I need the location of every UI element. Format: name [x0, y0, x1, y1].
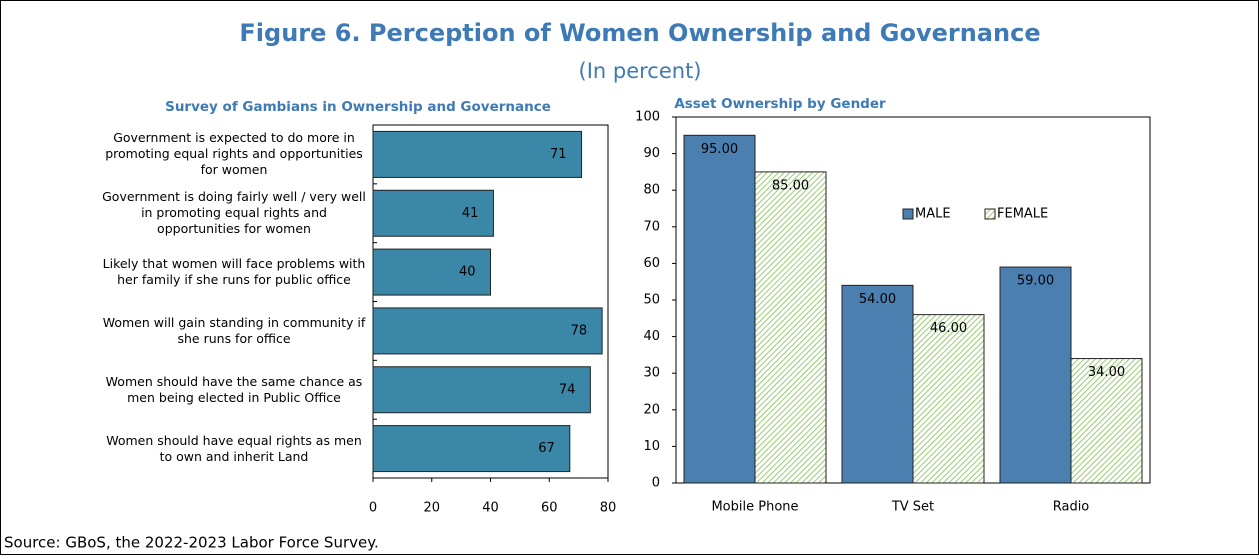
y-tick-label: Government is doing fairly well / very w… [102, 189, 366, 237]
value-label: 54.00 [859, 292, 896, 307]
category-label: Women should have the same chance as men… [105, 373, 363, 405]
x-tick-label: Radio [1053, 500, 1090, 515]
bar [372, 130, 583, 178]
bar [372, 307, 603, 355]
x-tick-label: 80 [600, 501, 617, 516]
y-tick-label: 20 [643, 402, 660, 417]
y-tick-label: 10 [643, 439, 660, 454]
category-label: Government is doing fairly well / very w… [102, 189, 366, 237]
legend-label: FEMALE [997, 207, 1048, 222]
legend-swatch [902, 208, 914, 220]
value-label: 34.00 [1088, 365, 1125, 380]
value-label: 41 [462, 206, 479, 221]
y-tick-label: 60 [643, 256, 660, 271]
bar [372, 366, 591, 414]
bar [372, 248, 491, 296]
value-label: 67 [538, 441, 555, 456]
category-label: Women will gain standing in community if… [102, 314, 366, 346]
value-label: 78 [571, 323, 588, 338]
value-label: 74 [559, 382, 576, 397]
x-tick-label: 0 [369, 501, 377, 516]
y-tick-label: Likely that women will face problems wit… [102, 256, 366, 288]
bar [841, 284, 914, 484]
value-label: 85.00 [772, 178, 809, 193]
value-label: 95.00 [701, 142, 738, 157]
y-tick-label: 90 [643, 146, 660, 161]
y-tick-label: Women will gain standing in community if… [102, 314, 366, 346]
x-tick-label: TV Set [891, 500, 934, 515]
x-tick-label: Mobile Phone [711, 500, 798, 515]
legend-label: MALE [915, 207, 951, 222]
x-tick-label: 40 [482, 501, 499, 516]
figure-subtitle: (In percent) [579, 59, 702, 83]
y-tick-label: 30 [643, 366, 660, 381]
x-tick-label: 20 [423, 501, 440, 516]
bar [372, 425, 571, 473]
y-tick-label: 0 [652, 476, 660, 491]
y-tick-label: Women should have equal rights as men to… [106, 432, 362, 464]
value-label: 46.00 [930, 321, 967, 336]
value-label: 71 [550, 147, 567, 162]
bar [372, 189, 494, 237]
value-label: 40 [459, 265, 476, 280]
y-tick-label: Women should have the same chance as men… [105, 373, 363, 405]
y-tick-label: 70 [643, 219, 660, 234]
value-label: 59.00 [1017, 274, 1054, 289]
source: Source: GBoS, the 2022-2023 Labor Force … [4, 534, 379, 552]
y-tick-label: 80 [643, 183, 660, 198]
bar [1070, 358, 1143, 484]
bar [912, 314, 985, 484]
bar [754, 171, 827, 484]
y-tick-label: 50 [643, 293, 660, 308]
y-tick-label: Government is expected to do more in pro… [105, 130, 363, 178]
x-tick-label: 60 [541, 501, 558, 516]
category-label: Women should have equal rights as men to… [106, 432, 362, 464]
category-label: Likely that women will face problems wit… [102, 256, 366, 288]
y-tick-label: 40 [643, 329, 660, 344]
y-tick-label: 100 [635, 110, 660, 125]
bar [683, 134, 756, 484]
bar [999, 266, 1072, 484]
chart-title: Asset Ownership by Gender [674, 96, 886, 112]
category-label: Government is expected to do more in pro… [105, 130, 363, 178]
plot-frame [372, 124, 609, 479]
figure-title: Figure 6. Perception of Women Ownership … [239, 19, 1040, 47]
legend-swatch [984, 208, 996, 220]
chart-title: Survey of Gambians in Ownership and Gove… [165, 99, 551, 115]
